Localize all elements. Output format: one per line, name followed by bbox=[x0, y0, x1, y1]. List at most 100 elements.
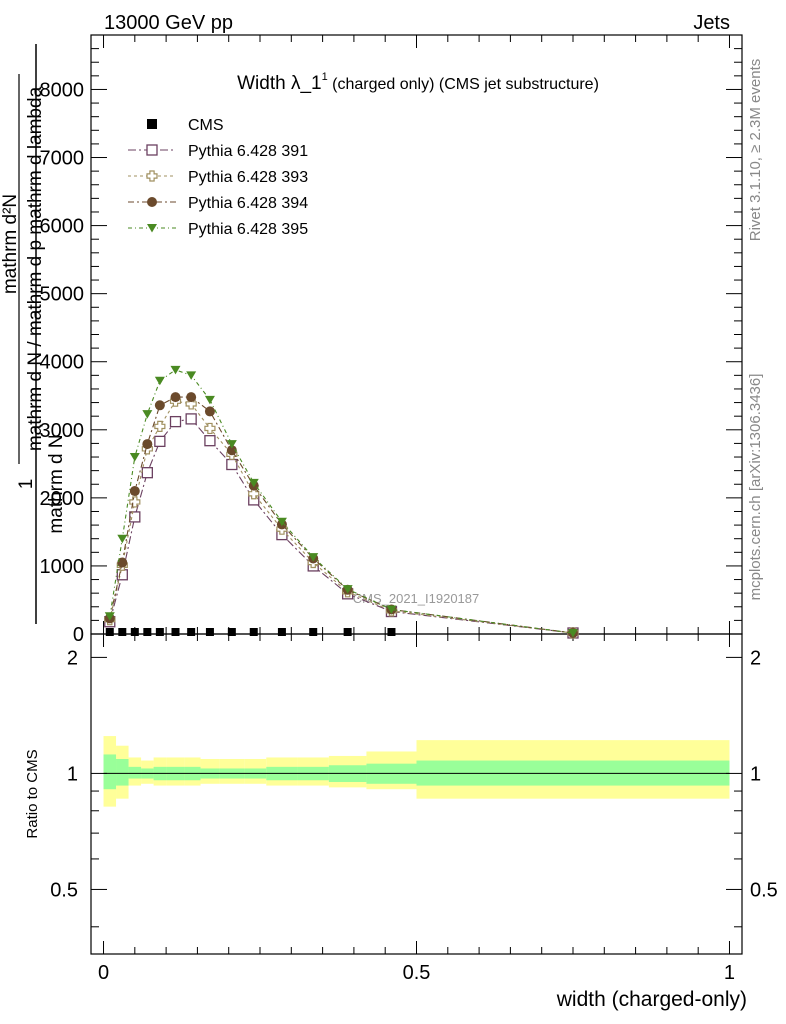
ratio-band-green bbox=[116, 758, 129, 786]
legend-marker bbox=[147, 119, 157, 129]
legend-label: Pythia 6.428 393 bbox=[188, 169, 308, 186]
data-point bbox=[154, 435, 166, 448]
data-point bbox=[105, 628, 114, 636]
data-point bbox=[342, 585, 353, 594]
data-point bbox=[154, 400, 165, 411]
analysis-watermark: CMS_2021_I1920187 bbox=[353, 591, 480, 606]
data-point bbox=[117, 534, 128, 544]
data-point bbox=[205, 628, 214, 636]
y-tick-label-top: 8000 bbox=[40, 79, 85, 101]
data-point bbox=[155, 628, 164, 636]
data-point bbox=[248, 478, 259, 488]
y-axis-label-ratio: Ratio to CMS bbox=[24, 749, 41, 838]
data-point bbox=[129, 496, 141, 508]
y-label-denominator: mathrm d N bbox=[46, 434, 67, 533]
data-point bbox=[143, 628, 152, 636]
x-tick-label: 0 bbox=[98, 962, 109, 984]
ratio-band-green bbox=[128, 766, 142, 779]
data-point bbox=[130, 628, 139, 636]
series-line bbox=[109, 396, 574, 634]
data-point bbox=[142, 439, 153, 450]
data-point bbox=[249, 628, 258, 636]
y-tick-label-top: 6000 bbox=[40, 216, 85, 238]
ratio-uncertainty-bands bbox=[103, 736, 730, 807]
y-tick-label-ratio: 1 bbox=[67, 763, 78, 785]
data-point bbox=[141, 467, 153, 479]
y-label-inner-top: mathrm d²N bbox=[0, 194, 21, 294]
data-series bbox=[104, 365, 579, 639]
plot-title: Width λ_11 (charged only) (CMS jet subst… bbox=[237, 71, 599, 94]
y-tick-label-ratio-right: 2 bbox=[750, 647, 761, 669]
data-point bbox=[117, 557, 128, 568]
data-point bbox=[387, 628, 396, 636]
series-line bbox=[109, 400, 574, 634]
analysis-category-label: Jets bbox=[693, 12, 730, 34]
y-label-numerator: 1 bbox=[16, 479, 37, 490]
data-point bbox=[186, 371, 197, 380]
data-point bbox=[204, 395, 215, 405]
data-point bbox=[142, 410, 153, 419]
data-point bbox=[185, 398, 197, 410]
data-point bbox=[226, 440, 237, 449]
y-tick-label-top: 1000 bbox=[40, 556, 85, 578]
mcplots-reference-label: mcplots.cern.ch [arXiv:1306.3436] bbox=[747, 374, 764, 601]
data-point bbox=[154, 376, 165, 386]
series-3 bbox=[104, 392, 578, 638]
series-4 bbox=[104, 365, 578, 638]
data-point bbox=[309, 628, 318, 636]
title-main: Width λ_1 bbox=[237, 73, 321, 94]
data-point bbox=[567, 628, 578, 638]
data-point bbox=[171, 628, 180, 636]
data-point bbox=[186, 392, 197, 403]
data-point bbox=[226, 445, 237, 456]
data-point bbox=[276, 517, 287, 527]
title-superscript: 1 bbox=[322, 71, 328, 83]
data-point bbox=[204, 406, 215, 417]
y-tick-label-top: 5000 bbox=[40, 284, 85, 306]
data-point bbox=[248, 488, 260, 500]
y-tick-label-top: 4000 bbox=[40, 352, 85, 374]
y-tick-label-ratio-right: 1 bbox=[750, 763, 761, 785]
legend-marker bbox=[147, 224, 157, 233]
y-tick-label-top: 0 bbox=[73, 624, 84, 646]
rivet-version-label: Rivet 3.1.10, ≥ 2.3M events bbox=[747, 59, 764, 242]
legend-marker bbox=[146, 170, 158, 182]
x-tick-label: 0.5 bbox=[403, 962, 431, 984]
series-0 bbox=[105, 628, 396, 636]
data-point bbox=[169, 415, 182, 428]
data-point bbox=[185, 413, 197, 425]
legend-label: CMS bbox=[188, 117, 224, 134]
data-point bbox=[170, 392, 181, 403]
data-point bbox=[129, 486, 140, 497]
data-point bbox=[129, 453, 140, 462]
data-point bbox=[170, 365, 181, 375]
data-point bbox=[343, 628, 352, 636]
series-2 bbox=[104, 395, 579, 639]
series-1 bbox=[104, 413, 579, 639]
data-point bbox=[204, 422, 216, 435]
x-axis-label: width (charged-only) bbox=[556, 988, 747, 1011]
data-point bbox=[308, 553, 319, 562]
data-point bbox=[386, 605, 397, 614]
y-tick-label-top: 2000 bbox=[40, 488, 85, 510]
y-tick-label-top: 7000 bbox=[40, 148, 85, 170]
collision-label: 13000 GeV pp bbox=[104, 12, 233, 34]
data-point bbox=[154, 420, 166, 432]
legend-marker bbox=[146, 144, 158, 156]
legend: CMS Pythia 6.428 391 Pythia 6.428 393 Pythi… bbox=[128, 117, 308, 238]
legend-marker bbox=[147, 197, 157, 207]
x-tick-label: 1 bbox=[724, 962, 735, 984]
data-point bbox=[104, 612, 115, 621]
axis-ticks bbox=[91, 34, 742, 954]
y-label-inner-bottom: mathrm d N / mathrm d p mathrm d lambda bbox=[25, 86, 46, 451]
data-point bbox=[204, 435, 216, 447]
y-tick-label-ratio: 0.5 bbox=[50, 879, 78, 901]
title-suffix: (charged only) (CMS jet substructure) bbox=[328, 76, 599, 93]
y-tick-label-ratio-right: 0.5 bbox=[750, 879, 778, 901]
axis-tick-labels: 0 0.5 1 0 1000 2000 3000 4000 5000 6000 7000 8000 0.… bbox=[40, 79, 778, 984]
legend-label: Pythia 6.428 395 bbox=[188, 221, 308, 238]
legend-label: Pythia 6.428 391 bbox=[188, 143, 308, 160]
y-tick-label-ratio: 2 bbox=[67, 647, 78, 669]
legend-label: Pythia 6.428 394 bbox=[188, 195, 308, 212]
series-line bbox=[109, 369, 574, 634]
